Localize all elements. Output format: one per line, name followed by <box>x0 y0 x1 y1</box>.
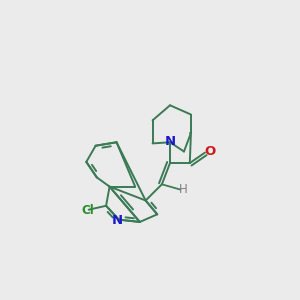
Text: Cl: Cl <box>81 204 94 218</box>
Text: O: O <box>204 146 216 158</box>
Text: H: H <box>179 183 188 196</box>
Text: N: N <box>112 214 123 227</box>
Text: N: N <box>164 135 175 148</box>
